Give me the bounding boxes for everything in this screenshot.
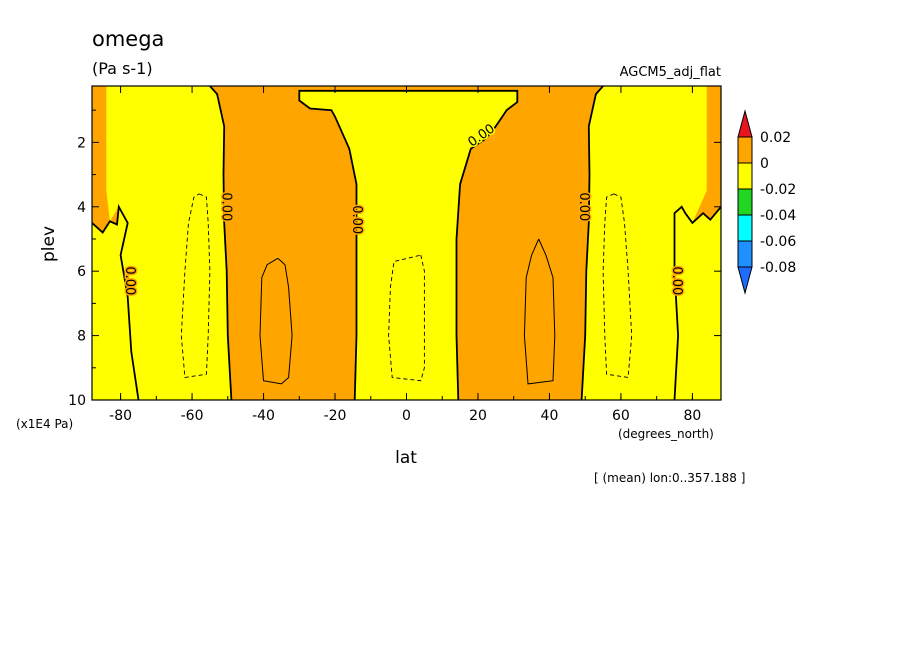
contour-label: 0.00: [576, 192, 591, 221]
y-axis-ticks: 2 4 6 8 10: [68, 109, 721, 409]
negative-contour-equator: [388, 254, 425, 382]
x-axis-label: lat: [395, 448, 417, 468]
shaded-regions: [92, 86, 721, 400]
y-tick-label: 8: [77, 329, 86, 345]
y-tick-label: 2: [77, 135, 86, 151]
zero-contour-north-midlat: [580, 86, 604, 400]
x-tick-label: 20: [469, 408, 487, 424]
x-axis-ticks: -80 -60 -40 -20 0 20 40 60 80: [109, 86, 701, 424]
y-units-label: (x1E4 Pa): [16, 417, 73, 431]
y-tick-label: 4: [77, 200, 86, 216]
y-tick-label: 10: [68, 393, 86, 409]
x-tick-label: -60: [181, 408, 204, 424]
chart-units: (Pa s-1): [92, 59, 153, 78]
x-tick-label: 80: [683, 408, 701, 424]
negative-region-south-midlat: [106, 86, 232, 400]
zero-contour-north-polar: [673, 205, 721, 400]
colorbar-bottom-arrow: [737, 266, 753, 295]
zero-contour-equatorial: [298, 89, 519, 400]
contour-label: 0.00: [669, 266, 684, 295]
contour-label: 0.00: [349, 205, 364, 234]
contour-lines: [92, 86, 721, 400]
colorbar-swatch: [737, 136, 753, 164]
chart-title: omega: [92, 27, 164, 51]
colorbar-swatch: [737, 188, 753, 216]
contour-label: 0.00: [122, 266, 137, 295]
contour-label: 0.00: [219, 192, 234, 221]
colorbar-swatch: [737, 214, 753, 242]
colorbar-label: 0.02: [760, 130, 791, 146]
colorbar-label: -0.06: [760, 234, 796, 250]
x-units-label: (degrees_north): [618, 427, 714, 441]
negative-contour-north: [602, 193, 633, 379]
x-tick-label: 0: [402, 408, 411, 424]
positive-contour-north: [523, 238, 556, 385]
colorbar-top-arrow: [737, 109, 753, 138]
positive-contour-south: [259, 257, 293, 385]
footnote: [ (mean) lon:0..357.188 ]: [594, 471, 745, 485]
dataset-label: AGCM5_adj_flat: [620, 65, 721, 80]
x-tick-label: 40: [541, 408, 559, 424]
colorbar-label: -0.02: [760, 182, 796, 198]
negative-region-south-polar: [92, 206, 139, 400]
contour-labels: 0.000.00 0.000.000.000.00: [121, 120, 686, 297]
colorbar-label: 0: [760, 156, 769, 172]
y-axis-label: plev: [39, 226, 59, 262]
colorbar: 0.02 0 -0.02 -0.04 -0.06 -0.08: [737, 109, 796, 295]
zero-contour-south-polar: [92, 203, 140, 400]
x-tick-label: -80: [109, 408, 132, 424]
zero-contour-south-midlat: [209, 86, 233, 400]
negative-region-north-polar: [674, 206, 721, 400]
plot-area: [92, 86, 721, 400]
colorbar-label: -0.08: [760, 260, 796, 276]
x-tick-label: -40: [252, 408, 275, 424]
colorbar-label: -0.04: [760, 208, 796, 224]
colorbar-swatch: [737, 162, 753, 190]
negative-contour-south: [180, 193, 211, 379]
x-tick-label: 60: [612, 408, 630, 424]
y-tick-label: 6: [77, 264, 86, 280]
colorbar-swatch: [737, 240, 753, 268]
x-tick-label: -20: [324, 408, 347, 424]
negative-region-north-midlat: [581, 86, 707, 400]
